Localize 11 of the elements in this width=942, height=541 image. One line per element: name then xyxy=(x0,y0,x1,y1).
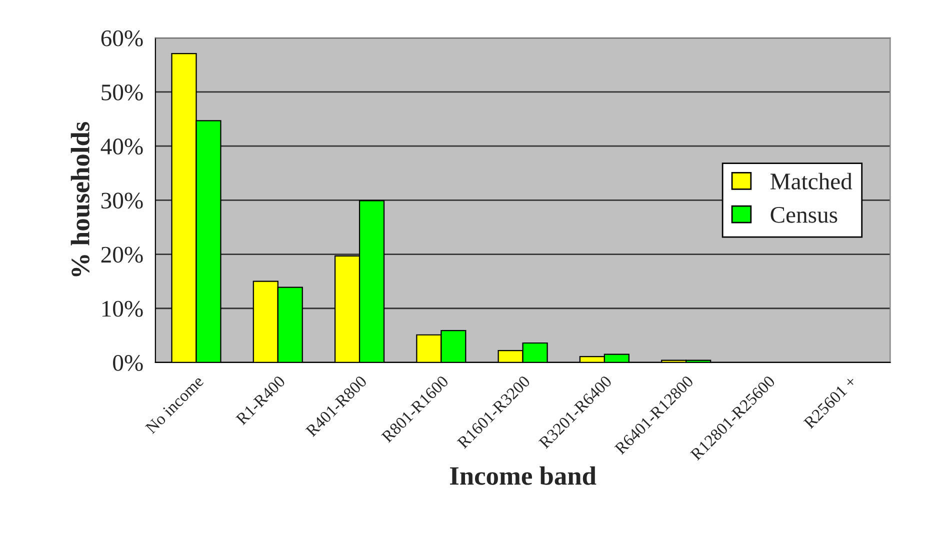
x-axis-title: Income band xyxy=(450,466,596,485)
y-tick-label: 0% xyxy=(113,354,143,371)
y-tick-label: 20% xyxy=(101,246,143,263)
y-axis-title: % households xyxy=(70,122,90,276)
y-tick-label: 60% xyxy=(101,30,143,46)
y-tick-label: 10% xyxy=(102,300,143,317)
y-tick-label: 40% xyxy=(100,138,143,155)
y-tick-label: 50% xyxy=(102,84,143,100)
legend-label: Matched xyxy=(770,172,852,190)
legend-label: Census xyxy=(770,206,838,223)
y-tick-label: 30% xyxy=(101,192,143,209)
